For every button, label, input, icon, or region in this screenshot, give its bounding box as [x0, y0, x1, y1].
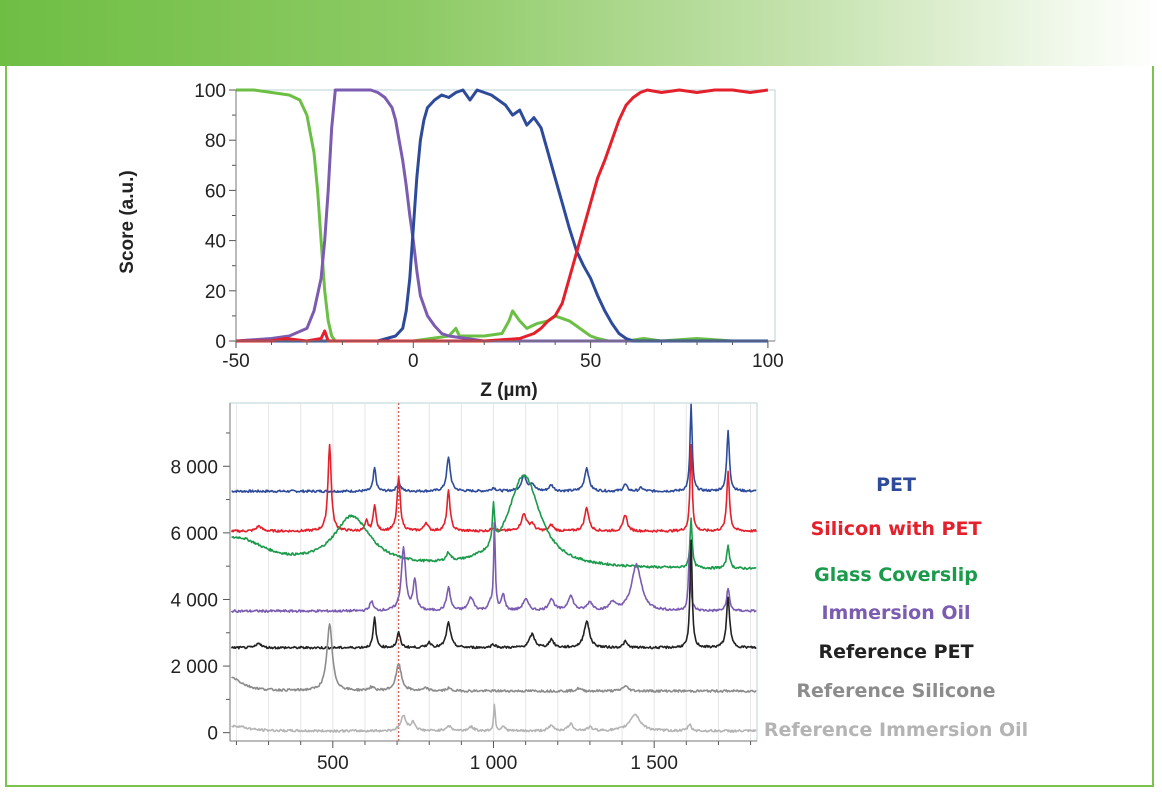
legend-glass-coverslip: Glass Coverslip — [814, 564, 978, 586]
spectra-y-tick-label: 0 — [207, 724, 218, 745]
score-y-tick-label: 0 — [215, 332, 226, 353]
header-band — [0, 0, 1162, 66]
spectra-y-tick-label: 6 000 — [170, 524, 218, 545]
legend-silicon-with-pet: Silicon with PET — [811, 518, 982, 540]
spectrum-glass-coverslip — [231, 474, 757, 571]
score-line-glass-coverslip — [236, 88, 768, 343]
spectrum-reference-immersion-oil — [231, 703, 757, 733]
spectra-x-tick-label: 500 — [317, 753, 349, 774]
spectra-series — [230, 403, 757, 733]
score-y-tick-label: 40 — [205, 232, 226, 253]
legend-reference-silicone: Reference Silicone — [796, 680, 995, 702]
score-y-tick-label: 60 — [205, 181, 226, 202]
score-y-axis-label: Score (a.u.) — [117, 170, 138, 273]
score-x-tick-label: 50 — [580, 351, 601, 372]
legend-reference-immersion-oil: Reference Immersion Oil — [764, 719, 1028, 741]
spectrum-reference-silicone — [231, 623, 757, 693]
spectra-chart: 0 2 000 4 000 6 000 8 000 500 1 000 1 500 — [170, 402, 758, 774]
spectra-legend: PET Silicon with PET Glass Coverslip Imm… — [764, 474, 1028, 741]
spectra-x-tick-label: 1 500 — [630, 753, 678, 774]
spectra-y-tick-label: 8 000 — [170, 457, 218, 478]
score-y-tick-label: 80 — [205, 131, 226, 152]
spectra-x-tick-label: 1 000 — [470, 753, 518, 774]
spectra-axes: 0 2 000 4 000 6 000 8 000 500 1 000 1 500 — [170, 403, 757, 774]
legend-immersion-oil: Immersion Oil — [821, 602, 970, 624]
spectra-y-tick-label: 2 000 — [170, 657, 218, 678]
legend-reference-pet: Reference PET — [818, 641, 973, 663]
spectrum-pet — [231, 403, 757, 494]
score-x-tick-label: 0 — [408, 351, 419, 372]
score-line-pet — [236, 88, 768, 343]
score-line-silicon-with-pet — [236, 88, 769, 343]
figure-frame — [5, 66, 1154, 787]
spectrum-reference-pet — [230, 539, 757, 650]
spectrum-immersion-oil — [230, 521, 757, 614]
score-x-tick-label: 100 — [752, 351, 784, 372]
spectra-y-tick-label: 4 000 — [170, 590, 218, 611]
score-y-tick-label: 20 — [205, 282, 226, 303]
score-x-axis-label: Z (µm) — [480, 380, 537, 401]
legend-pet: PET — [876, 474, 916, 496]
score-y-tick-label: 100 — [194, 81, 226, 102]
score-x-tick-label: -50 — [222, 351, 249, 372]
